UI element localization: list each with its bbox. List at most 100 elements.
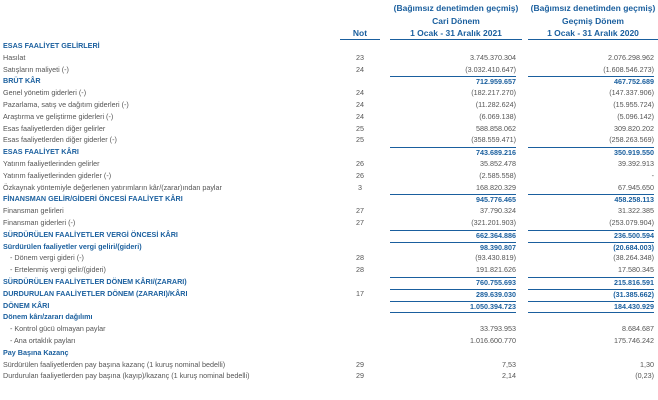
row-label: - Ertelenmiş vergi gelir/(gideri) (10, 265, 106, 275)
row-label: Sürdürülen faaliyetler vergi geliri/(gid… (3, 241, 142, 251)
table-row: Esas faaliyetlerden diğer giderler (-) 25… (0, 135, 658, 147)
row-current-value: 7,53 (502, 359, 516, 369)
row-current-value: (182.217.270) (471, 88, 516, 98)
table-row: Finansman gelirleri 27 37.790.324 31.322.38… (0, 206, 658, 218)
row-prior-value: (1.608.546.273) (603, 64, 654, 74)
note-column-header: Not (352, 28, 368, 38)
row-label: ESAS FAALİYET GELİRLERİ (3, 41, 100, 50)
table-row: SÜRDÜRÜLEN FAALİYETLER DÖNEM KÂRI/(ZARAR… (0, 276, 658, 289)
row-note: 25 (356, 123, 364, 133)
row-current-value: 168.820.329 (476, 182, 516, 192)
row-note: 29 (356, 359, 364, 369)
row-prior-value: 309.820.202 (614, 123, 654, 133)
table-row: Genel yönetim giderleri (-) 24 (182.217.27… (0, 88, 658, 100)
row-current-value: 98.390.807 (390, 241, 516, 254)
row-note: 27 (356, 206, 364, 216)
row-prior-value: (5.096.142) (617, 111, 654, 121)
row-label: Hasılat (3, 52, 26, 62)
row-label: Esas faaliyetlerden diğer giderler (-) (3, 135, 117, 145)
note-header-rule (340, 39, 380, 40)
table-row: - Dönem vergi gideri (-) 28 (93.430.819) (3… (0, 253, 658, 265)
table-row: BRÜT KÂR 712.959.657 467.752.689 (0, 76, 658, 88)
statement-table: ESAS FAALİYET GELİRLERİ Hasılat 23 3.745.37… (0, 41, 658, 383)
row-note: 24 (356, 99, 364, 109)
table-row: Hasılat 23 3.745.370.304 2.076.298.962 (0, 53, 658, 65)
row-prior-value: 8.684.687 (622, 324, 654, 334)
row-prior-value: (147.337.906) (609, 88, 654, 98)
table-row: DÖNEM KÂRI 1.050.394.723 184.430.929 (0, 300, 658, 314)
row-current-value: 945.776.465 (390, 194, 516, 206)
table-row: ESAS FAALİYET KÂRI 743.689.216 350.919.550 (0, 147, 658, 159)
row-current-value: (358.559.471) (471, 135, 516, 145)
row-note: 28 (356, 265, 364, 275)
table-row: Araştırma ve geliştirme giderleri (-) 24 (… (0, 112, 658, 124)
row-note: 23 (356, 52, 364, 62)
row-current-value: 35.852.478 (480, 158, 516, 168)
row-prior-value: 215.816.591 (528, 276, 654, 289)
row-label: ESAS FAALİYET KÂRI (3, 147, 79, 157)
row-prior-value: (258.263.569) (609, 135, 654, 145)
row-label: - Ana ortaklık payları (10, 335, 76, 345)
row-prior-value: (15.955.724) (613, 99, 654, 109)
row-current-value: 743.689.216 (390, 147, 516, 159)
row-note: 17 (356, 288, 364, 298)
table-row: Yatırım faaliyetlerinden gelirler 26 35.85… (0, 159, 658, 171)
table-row: Özkaynak yöntemiyle değerlenen yatırımla… (0, 183, 658, 195)
table-row: Sürdürülen faaliyetlerden pay başına kaz… (0, 360, 658, 372)
row-label: - Kontrol gücü olmayan paylar (10, 324, 106, 334)
table-row: Pay Başına Kazanç (0, 348, 658, 360)
prior-range-label: 1 Ocak - 31 Aralık 2020 (547, 28, 639, 38)
row-prior-value: 350.919.550 (528, 147, 654, 159)
row-note: 29 (356, 371, 364, 381)
row-label: Yatırım faaliyetlerinden giderler (-) (3, 170, 112, 180)
table-row: DURDURULAN FAALİYETLER DÖNEM (ZARARI)/KÂ… (0, 288, 658, 301)
prior-header-rule (528, 39, 658, 40)
row-current-value: 760.755.693 (390, 276, 516, 289)
row-prior-value: 67.945.650 (618, 182, 654, 192)
row-current-value: 289.639.030 (390, 288, 516, 301)
table-row: Dönem kârı/zararı dağılımı (0, 312, 658, 324)
table-row: Satışların maliyeti (-) 24 (3.032.410.647)… (0, 65, 658, 77)
row-label: Pazarlama, satış ve dağıtım giderleri (-… (3, 99, 129, 109)
row-current-value: (321.201.903) (471, 217, 516, 227)
row-current-value: (93.430.819) (475, 253, 516, 263)
row-prior-value: 236.500.594 (528, 229, 654, 242)
row-prior-value: 1,30 (640, 359, 654, 369)
row-prior-value: (253.079.904) (609, 217, 654, 227)
table-row: - Ertelenmiş vergi gelir/(gideri) 28 191.8… (0, 265, 658, 277)
row-current-value: (3.032.410.647) (465, 64, 516, 74)
table-row: Sürdürülen faaliyetler vergi geliri/(gid… (0, 241, 658, 254)
row-label: BRÜT KÂR (3, 76, 41, 86)
current-range-label: 1 Ocak - 31 Aralık 2021 (410, 28, 502, 38)
row-label: DURDURULAN FAALİYETLER DÖNEM (ZARARI)/KÂ… (3, 288, 188, 298)
table-row: - Kontrol gücü olmayan paylar 33.793.953 8… (0, 324, 658, 336)
row-current-value: 3.745.370.304 (470, 52, 516, 62)
row-prior-value: 175.746.242 (614, 335, 654, 345)
row-current-value: 37.790.324 (480, 206, 516, 216)
row-current-value: 1.050.394.723 (390, 300, 516, 314)
row-note: 26 (356, 170, 364, 180)
table-row: Yatırım faaliyetlerinden giderler (-) 26 (… (0, 171, 658, 183)
table-row: Pazarlama, satış ve dağıtım giderleri (-… (0, 100, 658, 112)
row-label: Durdurulan faaliyetlerden pay başına (ka… (3, 371, 250, 381)
row-label: - Dönem vergi gideri (-) (10, 253, 84, 263)
row-label: Özkaynak yöntemiyle değerlenen yatırımla… (3, 182, 222, 192)
row-prior-value: (0,23) (635, 371, 654, 381)
row-label: Sürdürülen faaliyetlerden pay başına kaz… (3, 359, 226, 369)
row-current-value: 33.793.953 (480, 324, 516, 334)
table-row: - Ana ortaklık payları 1.016.600.770 175.7… (0, 336, 658, 348)
row-current-value: 712.959.657 (390, 76, 516, 88)
prior-audit-label: (Bağımsız denetimden geçmiş) (530, 3, 656, 13)
row-prior-value: 184.430.929 (528, 300, 654, 314)
row-prior-value: 39.392.913 (618, 158, 654, 168)
prior-period-label: Geçmiş Dönem (562, 16, 624, 26)
row-label: Yatırım faaliyetlerinden gelirler (3, 158, 100, 168)
row-note: 26 (356, 158, 364, 168)
table-row: Durdurulan faaliyetlerden pay başına (ka… (0, 371, 658, 383)
row-label: FİNANSMAN GELİR/GİDERİ ÖNCESİ FAALİYET K… (3, 194, 183, 204)
current-audit-label: (Bağımsız denetimden geçmiş) (393, 3, 519, 13)
row-label: Genel yönetim giderleri (-) (3, 88, 87, 98)
row-label: Finansman gelirleri (3, 206, 64, 216)
current-period-label: Cari Dönem (432, 16, 480, 26)
